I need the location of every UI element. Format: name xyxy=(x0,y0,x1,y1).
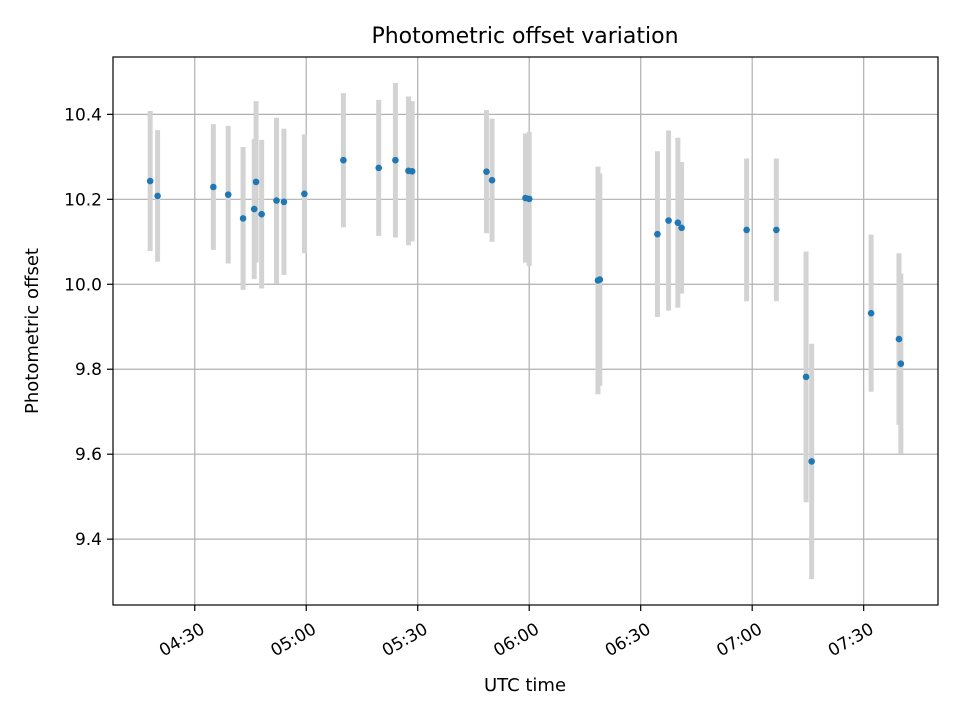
y-tick-label: 10.0 xyxy=(64,275,102,295)
point-layer xyxy=(146,156,905,465)
data-point-19 xyxy=(525,195,533,203)
data-point-23 xyxy=(665,217,672,224)
data-point-24 xyxy=(674,219,682,226)
data-point-17 xyxy=(488,176,496,184)
data-point-13 xyxy=(392,156,399,164)
data-point-16 xyxy=(483,168,490,175)
data-point-3 xyxy=(224,191,232,198)
y-axis-label: Photometric offset xyxy=(22,248,43,414)
y-tick-label: 9.8 xyxy=(75,360,102,380)
data-point-7 xyxy=(258,210,265,218)
y-tick-label: 9.4 xyxy=(75,530,102,550)
data-point-5 xyxy=(250,205,258,213)
data-point-11 xyxy=(340,156,347,164)
y-tick-label: 10.4 xyxy=(64,105,102,125)
data-point-28 xyxy=(802,373,810,381)
data-point-15 xyxy=(408,167,416,175)
data-point-9 xyxy=(280,198,288,206)
data-point-32 xyxy=(897,360,905,368)
data-point-12 xyxy=(375,164,383,172)
data-point-2 xyxy=(210,183,217,191)
data-point-10 xyxy=(301,190,308,198)
data-point-4 xyxy=(239,215,247,222)
data-point-22 xyxy=(654,230,661,238)
data-point-25 xyxy=(678,224,685,232)
y-tick-label: 9.6 xyxy=(75,445,102,465)
data-point-31 xyxy=(895,335,903,343)
data-point-8 xyxy=(273,197,280,204)
data-point-29 xyxy=(808,458,815,465)
data-point-6 xyxy=(252,178,260,186)
data-point-21 xyxy=(596,276,604,283)
data-point-30 xyxy=(867,309,875,317)
grid-layer xyxy=(113,57,938,605)
data-point-26 xyxy=(743,226,750,234)
data-point-1 xyxy=(154,192,161,200)
data-point-0 xyxy=(146,177,154,185)
y-tick-label: 10.2 xyxy=(64,190,102,210)
chart-title: Photometric offset variation xyxy=(371,24,678,49)
plot-area-frame xyxy=(112,56,939,606)
x-axis-label: UTC time xyxy=(484,675,566,696)
data-point-27 xyxy=(773,226,780,234)
